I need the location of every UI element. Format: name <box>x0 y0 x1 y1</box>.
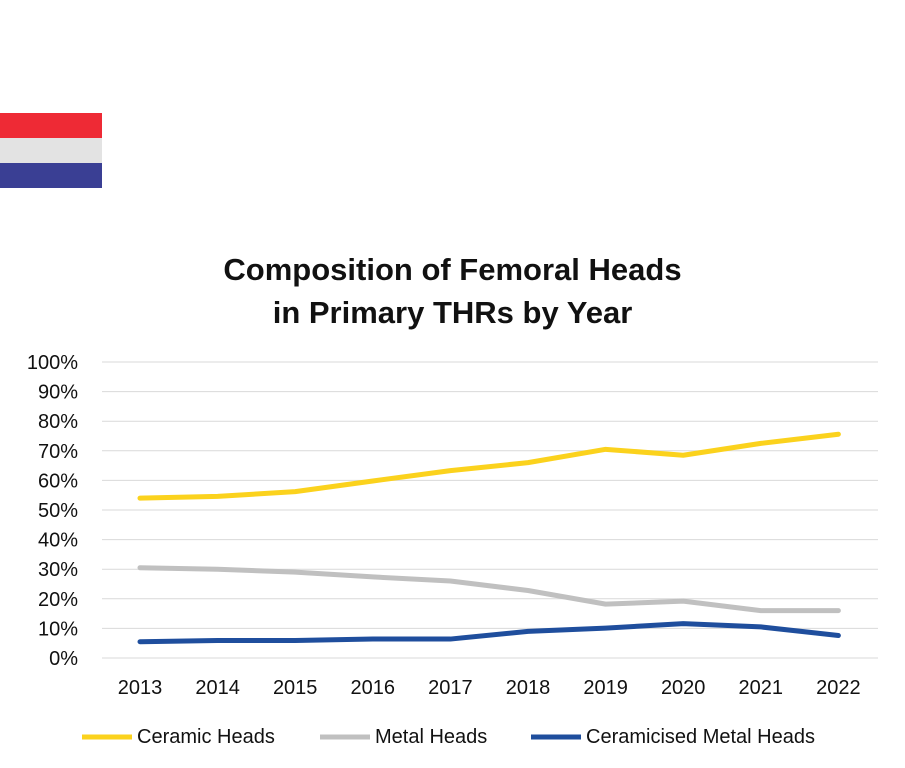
series-line-2 <box>137 621 841 645</box>
chart-title: Composition of Femoral Heads in Primary … <box>0 248 905 334</box>
x-tick-label: 2020 <box>661 677 706 699</box>
y-tick-label: 60% <box>38 470 78 492</box>
y-tick-label: 30% <box>38 559 78 581</box>
x-tick-label: 2016 <box>351 677 396 699</box>
legend-label: Ceramicised Metal Heads <box>586 726 815 748</box>
series-line-1 <box>137 565 841 614</box>
chart-title-line1: Composition of Femoral Heads <box>223 252 682 287</box>
series-line-0 <box>137 431 841 501</box>
x-tick-label: 2015 <box>273 677 318 699</box>
y-tick-label: 40% <box>38 530 78 552</box>
flag-stripe-red <box>0 113 102 138</box>
legend-label: Ceramic Heads <box>137 726 275 748</box>
y-tick-label: 50% <box>38 500 78 522</box>
y-tick-label: 100% <box>27 352 78 374</box>
y-tick-label: 80% <box>38 411 78 433</box>
x-tick-label: 2019 <box>583 677 628 699</box>
chart-title-line2: in Primary THRs by Year <box>272 295 633 330</box>
flag-stripe-white <box>0 138 102 163</box>
x-tick-label: 2014 <box>195 677 240 699</box>
y-tick-label: 90% <box>38 382 78 404</box>
legend-label: Metal Heads <box>375 726 487 748</box>
x-tick-label: 2017 <box>428 677 473 699</box>
y-tick-label: 70% <box>38 441 78 463</box>
y-tick-label: 20% <box>38 589 78 611</box>
y-tick-label: 0% <box>49 648 78 670</box>
x-tick-label: 2018 <box>506 677 551 699</box>
y-tick-label: 10% <box>38 618 78 640</box>
x-tick-label: 2022 <box>816 677 861 699</box>
x-tick-label: 2021 <box>739 677 784 699</box>
flag-stripe-blue <box>0 163 102 188</box>
netherlands-flag <box>0 113 102 188</box>
x-tick-label: 2013 <box>118 677 163 699</box>
